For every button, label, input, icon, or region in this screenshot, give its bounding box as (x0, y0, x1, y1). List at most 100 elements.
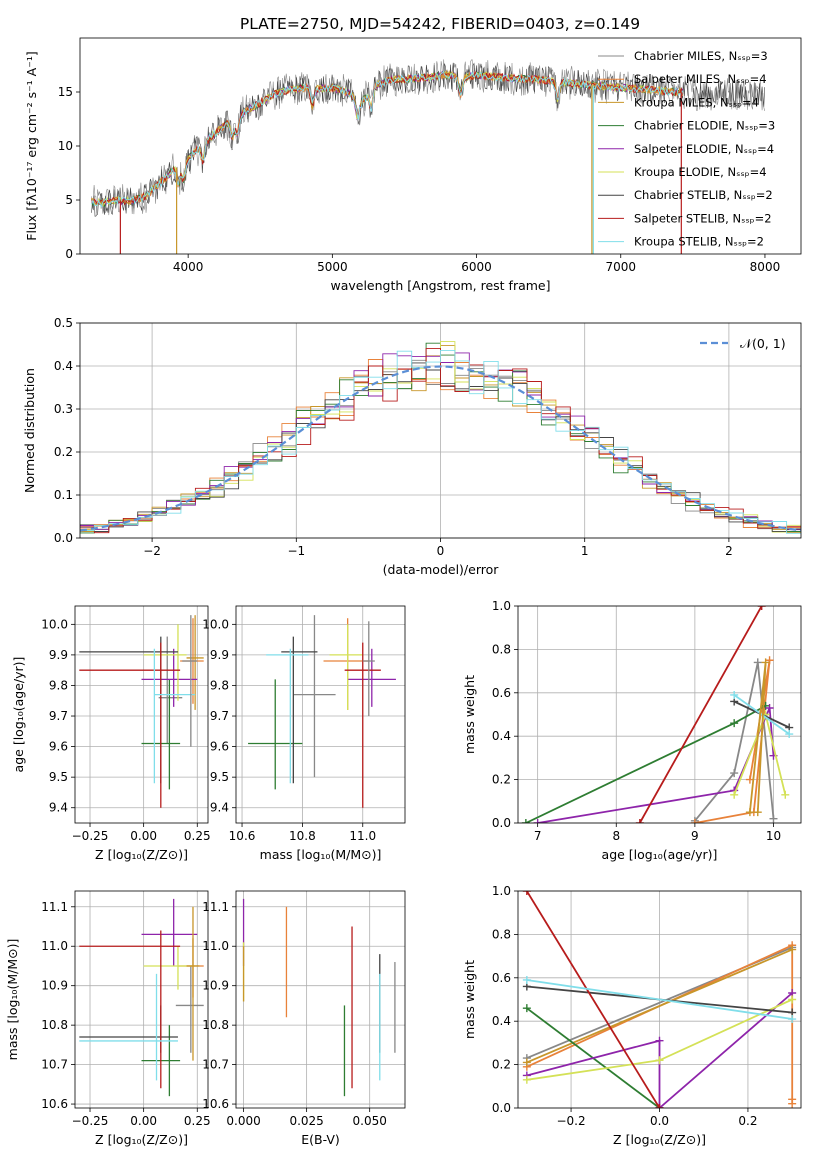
legend-label: Chabrier ELODIE, Nₛₛₚ=3 (634, 119, 775, 133)
plus-marker (785, 730, 794, 739)
axes-frame (517, 605, 802, 824)
y-tick-label: 10.7 (202, 1058, 229, 1072)
plus-marker (765, 703, 774, 712)
y-tick-label: 10.6 (202, 1097, 229, 1111)
plus-marker (781, 790, 790, 799)
x-tick-label: 7000 (605, 260, 636, 274)
y-tick-label: 0.2 (54, 445, 73, 459)
mass-weight-vs-age-panel: 7 8 9 10 0.0 0.2 0.4 0.6 0.8 1.0 age [log₁₀(age/yr… (462, 599, 802, 862)
x-tick-label: 0.2 (738, 1114, 757, 1128)
mass-weight-line (526, 948, 793, 1064)
x-tick-label: 0.050 (353, 1114, 387, 1128)
x-tick-label: 10.6 (229, 829, 256, 843)
x-axis-label: (data-model)/error (383, 562, 500, 577)
y-tick-label: 0.8 (492, 642, 511, 656)
plus-marker (655, 1036, 664, 1045)
y-tick-label: 0.4 (492, 729, 511, 743)
spectrum-legend: Chabrier MILES, Nₛₛₚ=3 Salpeter MILES, Nₛ… (598, 49, 775, 249)
x-axis-label: mass [log₁₀(M/M⊙)] (260, 847, 382, 862)
age-vs-mass-panel: 10.6 10.8 11.0 9.4 9.5 9.6 9.7 9.8 9.9 10.0 mass [… (202, 605, 406, 862)
axes-frame (74, 605, 209, 824)
axes-frame (79, 37, 802, 255)
x-tick-label: 5000 (317, 260, 348, 274)
plus-marker (690, 819, 699, 823)
x-tick-label: 0.25 (184, 829, 211, 843)
y-axis-label: mass [log₁₀(M/M⊙)] (5, 939, 20, 1061)
plus-marker (730, 790, 739, 799)
y-tick-label: 10.0 (41, 617, 68, 631)
y-tick-label: 1.0 (492, 884, 511, 898)
x-tick-label: 10 (766, 829, 781, 843)
errorbar-plot-area (248, 615, 396, 808)
plus-marker (788, 1015, 797, 1024)
x-tick-label: 9 (691, 829, 699, 843)
y-tick-label: 11.1 (41, 900, 68, 914)
y-tick-label: 9.9 (210, 648, 229, 662)
plus-marker (522, 1004, 531, 1013)
x-axis-label: Z [log₁₀(Z/Z⊙)] (95, 1132, 188, 1147)
x-tick-label: −0.25 (72, 1114, 109, 1128)
x-tick-label: 2 (725, 544, 733, 558)
line-plot-area (522, 891, 797, 1108)
plus-marker (788, 945, 797, 954)
y-tick-label: 10.0 (202, 617, 229, 631)
errorbar-plot-area (79, 898, 204, 1097)
y-tick-label: 0.6 (492, 971, 511, 985)
x-axis-label: E(B-V) (301, 1132, 340, 1147)
y-tick-label: 15 (58, 85, 73, 99)
x-tick-label: 1 (581, 544, 589, 558)
y-tick-label: 0.6 (492, 686, 511, 700)
y-tick-label: 9.4 (49, 801, 68, 815)
y-tick-label: 10.7 (41, 1058, 68, 1072)
y-tick-label: 9.5 (49, 770, 68, 784)
plus-marker (522, 1058, 531, 1067)
histogram-step (80, 349, 801, 534)
plus-marker (522, 1075, 531, 1084)
x-tick-label: 0.025 (289, 1114, 323, 1128)
mass-weight-line (639, 606, 763, 823)
x-tick-label: 0.0 (650, 1114, 669, 1128)
y-tick-label: 10.9 (41, 979, 68, 993)
x-tick-label: 6000 (461, 260, 492, 274)
x-tick-label: 0.00 (130, 829, 157, 843)
legend-label: Salpeter STELIB, Nₛₛₚ=2 (634, 211, 772, 225)
histogram-plot-area (80, 341, 801, 534)
y-tick-label: 0.4 (54, 359, 73, 373)
y-tick-label: 0.0 (54, 531, 73, 545)
x-axis-label: Z [log₁₀(Z/Z⊙)] (95, 847, 188, 862)
spectrum-plot-area (91, 59, 765, 254)
y-tick-label: 9.7 (210, 709, 229, 723)
y-tick-label: 9.8 (49, 678, 68, 692)
y-axis-label: Flux [fλ10⁻¹⁷ erg cm⁻² s⁻¹ A⁻¹] (24, 51, 39, 240)
y-axis-label: mass weight (462, 960, 477, 1039)
plus-marker (730, 719, 739, 728)
mass-weight-line (526, 992, 793, 1108)
plus-marker (745, 808, 754, 817)
y-axis-label: age [log₁₀(age/yr)] (11, 657, 26, 773)
y-tick-label: 0.0 (492, 816, 511, 830)
x-tick-label: −2 (143, 544, 161, 558)
y-tick-label: 0.2 (492, 773, 511, 787)
plus-marker (757, 606, 766, 610)
x-axis-label: Z [log₁₀(Z/Z⊙)] (613, 1132, 706, 1147)
mass-vs-extinction-panel: 0.000 0.025 0.050 10.6 10.7 10.8 10.9 11.0 11.1 E… (202, 890, 406, 1147)
y-tick-label: 11.1 (202, 900, 229, 914)
axes-frame (517, 890, 802, 1109)
y-tick-label: 10.9 (202, 979, 229, 993)
x-tick-label: 0.25 (184, 1114, 211, 1128)
y-tick-label: 9.6 (210, 740, 229, 754)
legend-label: Salpeter ELODIE, Nₛₛₚ=4 (634, 142, 774, 156)
mass-weight-line (694, 662, 775, 822)
y-axis-label: Normed distribution (22, 368, 37, 493)
y-tick-label: 0.5 (54, 316, 73, 330)
x-tick-label: 11.0 (349, 829, 376, 843)
plus-marker (753, 658, 762, 667)
plus-marker (788, 995, 797, 1004)
plus-marker (533, 819, 542, 823)
x-tick-label: 0 (437, 544, 445, 558)
x-tick-label: 4000 (173, 260, 204, 274)
x-tick-label: 8 (612, 829, 620, 843)
y-tick-label: 9.8 (210, 678, 229, 692)
x-tick-label: 0.00 (130, 1114, 157, 1128)
y-tick-label: 0.0 (492, 1101, 511, 1115)
